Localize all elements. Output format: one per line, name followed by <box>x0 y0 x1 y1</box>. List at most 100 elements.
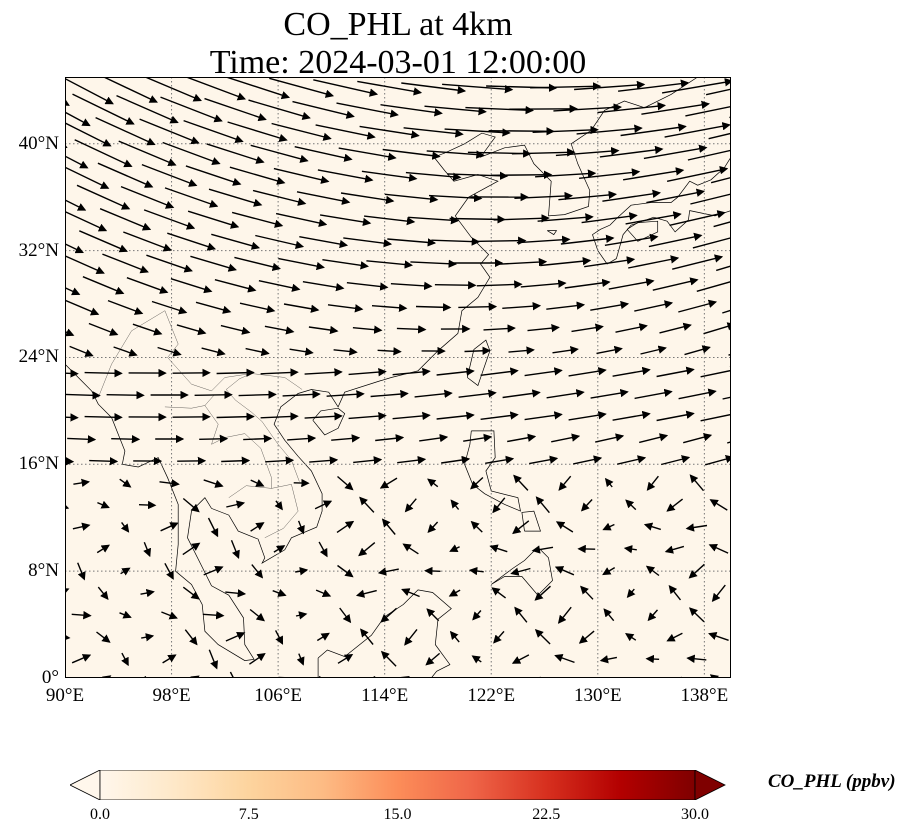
wind-arrow <box>688 607 705 623</box>
wind-arrow <box>700 410 731 422</box>
y-tick-label: 24°N <box>18 346 59 368</box>
wind-arrow <box>65 210 108 232</box>
wind-arrow <box>65 299 100 316</box>
wind-arrow <box>648 232 703 248</box>
wind-arrow <box>65 287 81 296</box>
wind-arrow <box>317 169 374 183</box>
wind-arrow <box>227 121 288 142</box>
wind-arrow <box>661 455 691 466</box>
wind-arrow <box>184 629 198 646</box>
wind-arrow <box>672 254 724 270</box>
colorbar-extend-max <box>694 769 726 801</box>
y-tick-label: 0° <box>41 667 59 688</box>
wind-arrow <box>458 389 497 398</box>
wind-arrow <box>208 649 218 670</box>
wind-arrow <box>532 125 599 135</box>
wind-arrow <box>265 456 295 465</box>
wind-arrow <box>120 185 175 209</box>
wind-arrow <box>65 111 91 127</box>
x-tick-label: 114°E <box>361 685 409 706</box>
wind-arrow <box>97 586 109 600</box>
wind-arrow <box>182 542 201 556</box>
x-tick-label: 106°E <box>254 685 302 706</box>
wind-arrow <box>214 279 257 293</box>
coastline-path <box>626 220 659 242</box>
wind-arrow <box>573 455 603 465</box>
coastline-path <box>317 589 452 678</box>
wind-arrow <box>687 149 731 161</box>
wind-arrow <box>97 162 154 188</box>
wind-arrow <box>493 630 505 644</box>
wind-arrow <box>603 608 615 622</box>
wind-arrow <box>424 566 441 576</box>
wind-arrow <box>183 119 244 144</box>
wind-arrow <box>162 141 221 166</box>
wind-arrow <box>73 478 90 488</box>
map-frame <box>65 77 731 678</box>
wind-arrow <box>375 434 405 443</box>
wind-arrow <box>295 567 309 576</box>
wind-arrow <box>524 411 563 421</box>
wind-arrow <box>339 607 352 624</box>
wind-arrow <box>143 209 196 230</box>
colorbar-label: CO_PHL (ppbv) <box>768 771 896 792</box>
wind-arrow <box>203 479 224 488</box>
wind-arrow <box>692 237 731 249</box>
wind-arrow <box>336 520 355 533</box>
wind-arrow <box>361 170 418 182</box>
wind-arrow <box>139 118 200 145</box>
wind-arrow <box>377 567 399 576</box>
wind-arrow <box>97 500 110 509</box>
wind-arrow <box>722 396 731 400</box>
wind-arrow <box>703 322 731 335</box>
wind-arrow <box>527 323 560 333</box>
wind-arrow <box>555 521 574 533</box>
map-background <box>65 77 731 678</box>
x-tick-label: 130°E <box>573 685 622 706</box>
wind-arrow <box>118 140 177 167</box>
wind-arrow <box>207 517 219 538</box>
wind-arrow <box>634 388 673 400</box>
wind-arrow <box>558 475 572 491</box>
wind-arrow <box>492 497 506 514</box>
wind-arrow <box>387 238 437 247</box>
wind-arrow <box>216 368 255 377</box>
wind-arrow <box>315 124 376 140</box>
wind-arrow <box>258 280 301 292</box>
wind-vectors <box>65 77 731 678</box>
wind-arrow <box>120 521 130 533</box>
wind-arrow <box>595 433 625 443</box>
wind-arrow <box>295 611 308 620</box>
wind-arrow <box>578 630 595 644</box>
wind-arrow <box>470 476 484 490</box>
wind-arrow <box>65 122 112 147</box>
wind-arrow <box>540 257 592 267</box>
coastline-path <box>65 77 698 661</box>
wind-arrow <box>617 455 647 465</box>
wind-arrow <box>558 190 617 201</box>
wind-arrow <box>431 237 481 246</box>
wind-arrow <box>96 544 110 554</box>
wind-arrow <box>95 116 156 146</box>
wind-arrow <box>380 650 397 667</box>
wind-arrow <box>370 389 409 399</box>
wind-arrow <box>132 323 163 336</box>
wind-arrow <box>72 93 135 125</box>
wind-arrow <box>602 522 615 531</box>
wind-arrow <box>319 214 372 227</box>
wind-arrow <box>463 433 493 443</box>
wind-arrow <box>296 191 351 205</box>
wind-arrow <box>696 280 731 292</box>
wind-arrow <box>123 231 173 252</box>
wind-arrow <box>382 148 441 160</box>
wind-arrow <box>722 309 731 314</box>
wind-arrow <box>377 347 402 356</box>
border-path <box>204 405 272 489</box>
wind-arrow <box>449 630 460 643</box>
wind-arrow <box>65 243 84 254</box>
wind-arrow <box>493 214 550 223</box>
wind-arrow <box>552 346 579 355</box>
wind-arrow <box>340 192 395 205</box>
wind-arrow <box>65 457 75 466</box>
wind-arrow <box>308 325 339 335</box>
